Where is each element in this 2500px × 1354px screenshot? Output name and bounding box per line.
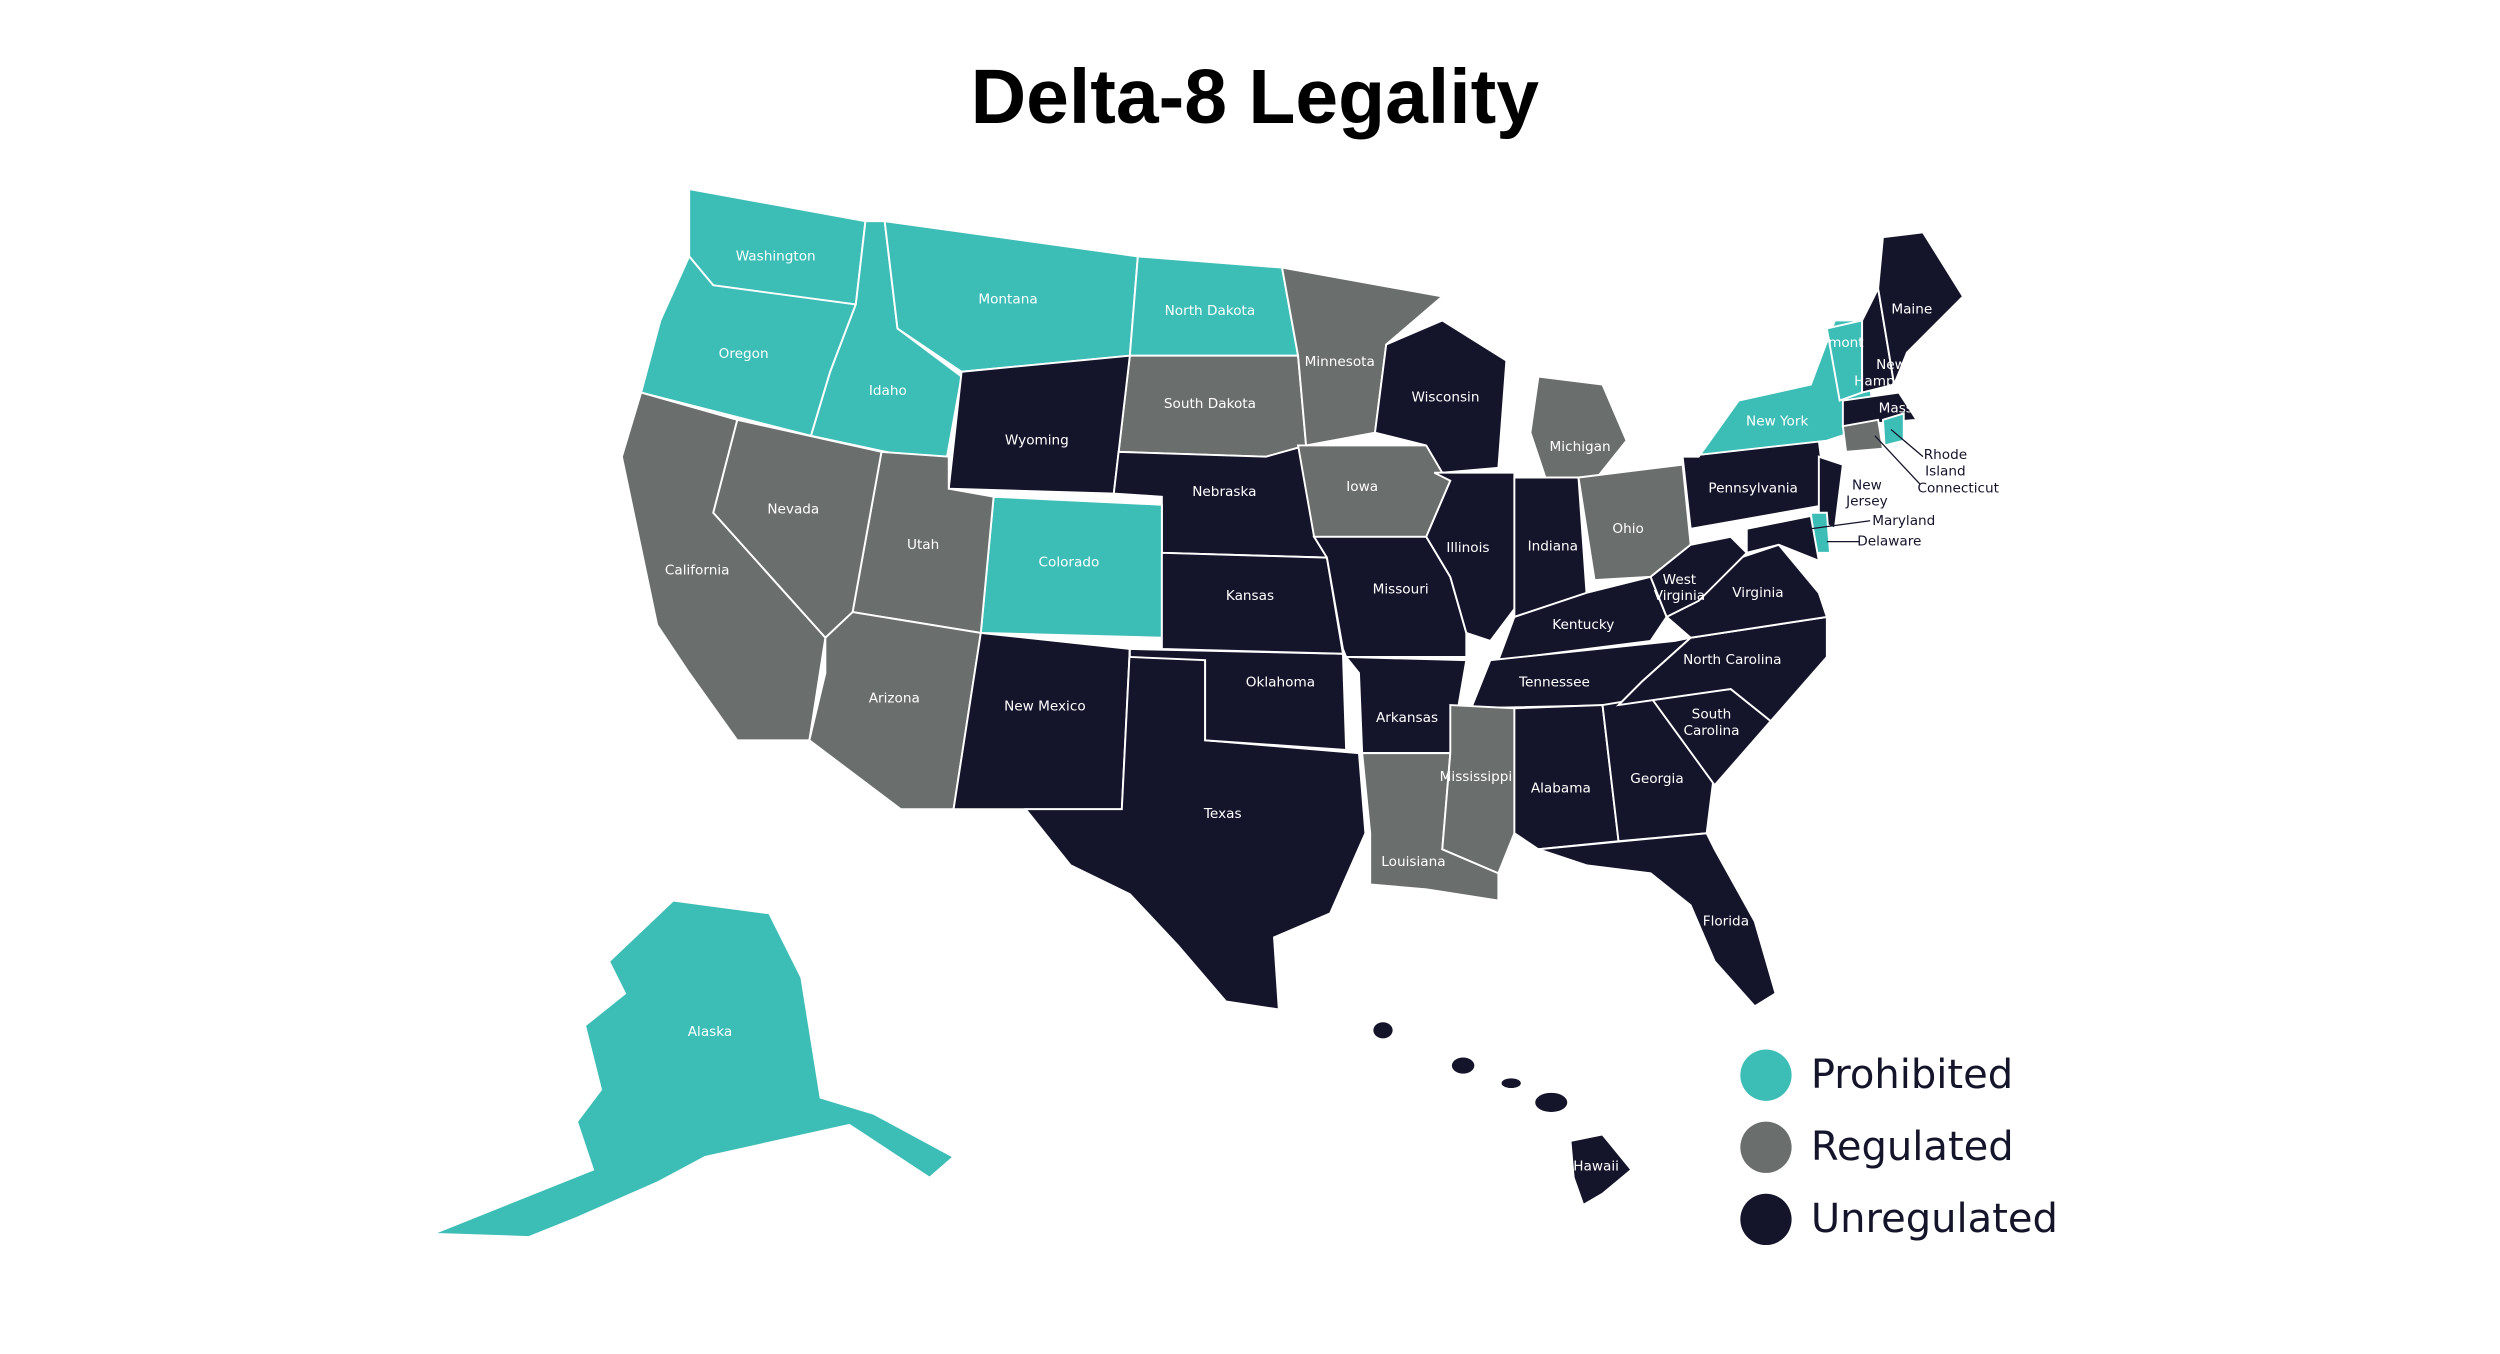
state-label: Minnesota	[1305, 354, 1375, 370]
state-label: Connecticut	[1917, 481, 1999, 497]
state-label: Maryland	[1872, 513, 1935, 529]
state-label: Illinois	[1446, 540, 1489, 556]
state-shape	[947, 354, 1131, 495]
state-label: Mississippi	[1440, 769, 1513, 785]
island-shape	[1501, 1078, 1521, 1089]
state-shape	[1615, 615, 1828, 723]
state-label: Wyoming	[1005, 433, 1069, 449]
state-shape	[1373, 319, 1508, 474]
state-label: Florida	[1703, 913, 1749, 929]
map-title: Delta-8 Legality	[971, 54, 1540, 140]
state-label: Hawaii	[1573, 1159, 1619, 1175]
state-label: Texas	[1203, 806, 1242, 822]
state-label: Oklahoma	[1246, 675, 1315, 691]
state-label: Iowa	[1346, 479, 1378, 495]
state-label: Maine	[1891, 301, 1932, 317]
legend: Prohibited Regulated Unregulated	[1740, 1049, 2058, 1246]
state-label: New Hampshire	[1854, 357, 1928, 389]
state-shape	[620, 391, 827, 742]
state-label: Wisconsin	[1412, 389, 1480, 405]
state-shape	[1881, 412, 1905, 447]
state-shape	[1569, 1133, 1633, 1207]
state-shape	[1745, 514, 1821, 563]
state-shape	[1529, 375, 1628, 482]
states	[432, 187, 1965, 1238]
state-shape	[808, 611, 982, 811]
state-shape	[1344, 655, 1468, 755]
state-label: Virginia	[1732, 585, 1783, 601]
state-label: Michigan	[1550, 439, 1611, 455]
state-label: Alaska	[688, 1024, 733, 1040]
state-shape	[952, 631, 1131, 811]
state-shape	[1441, 704, 1516, 875]
state-labels: Washington Oregon Idaho Montana North Dakota…	[665, 248, 2000, 1174]
state-shape	[1841, 418, 1885, 453]
state-label: Utah	[907, 537, 939, 553]
state-label: California	[665, 562, 730, 578]
legend-swatch	[1740, 1049, 1792, 1101]
state-label: Oregon	[719, 346, 769, 362]
leader-lines	[1810, 428, 1924, 543]
leader-line	[1874, 435, 1921, 485]
state-label: Mass	[1879, 401, 1913, 417]
state-label: Pennsylvania	[1708, 481, 1797, 497]
state-label: Kentucky	[1552, 617, 1614, 633]
state-label: Alabama	[1531, 780, 1591, 796]
island-shape	[1373, 1022, 1393, 1039]
legend-swatch	[1740, 1121, 1792, 1173]
state-label: Arkansas	[1376, 710, 1438, 726]
legend-label: Unregulated	[1811, 1196, 2058, 1242]
state-label: Indiana	[1528, 538, 1578, 554]
legend-label: Prohibited	[1811, 1052, 2013, 1098]
state-label: Colorado	[1039, 554, 1100, 570]
state-label: Kansas	[1226, 588, 1274, 604]
state-shape	[1538, 832, 1777, 1008]
legend-swatch	[1740, 1193, 1792, 1246]
state-label: West Virginia	[1654, 572, 1705, 604]
state-label: Rhode Island	[1924, 447, 1967, 479]
state-shape	[1817, 455, 1844, 531]
state-label: Vermont	[1806, 335, 1864, 351]
state-shape	[1877, 231, 1965, 389]
state-label: Delaware	[1857, 534, 1921, 550]
island-shape	[1535, 1092, 1568, 1113]
state-label: Washington	[736, 248, 816, 264]
state-label: Tennessee	[1518, 675, 1590, 691]
state-label: New York	[1746, 413, 1808, 429]
state-label: Missouri	[1373, 582, 1429, 598]
state-label: Georgia	[1630, 771, 1683, 787]
state-label: North Dakota	[1165, 303, 1256, 319]
state-label: South Dakota	[1164, 396, 1256, 412]
state-label: Arizona	[869, 691, 920, 707]
legend-label: Regulated	[1811, 1124, 2014, 1170]
state-label: New Mexico	[1004, 699, 1086, 715]
island-shape	[1451, 1057, 1475, 1074]
state-label: North Carolina	[1683, 652, 1781, 668]
state-label: Ohio	[1612, 521, 1643, 537]
state-label: Montana	[978, 292, 1037, 308]
leader-line	[1810, 520, 1871, 530]
state-shape	[1160, 551, 1345, 655]
state-label: Nebraska	[1192, 484, 1256, 500]
state-label: Idaho	[869, 383, 907, 399]
state-label: New Jersey	[1845, 477, 1888, 509]
state-label: South Carolina	[1683, 706, 1739, 738]
state-label: Louisiana	[1381, 854, 1445, 870]
leader-line	[1890, 428, 1924, 458]
state-shape	[432, 899, 956, 1238]
state-shape	[1513, 704, 1620, 851]
state-label: Nevada	[767, 502, 819, 518]
